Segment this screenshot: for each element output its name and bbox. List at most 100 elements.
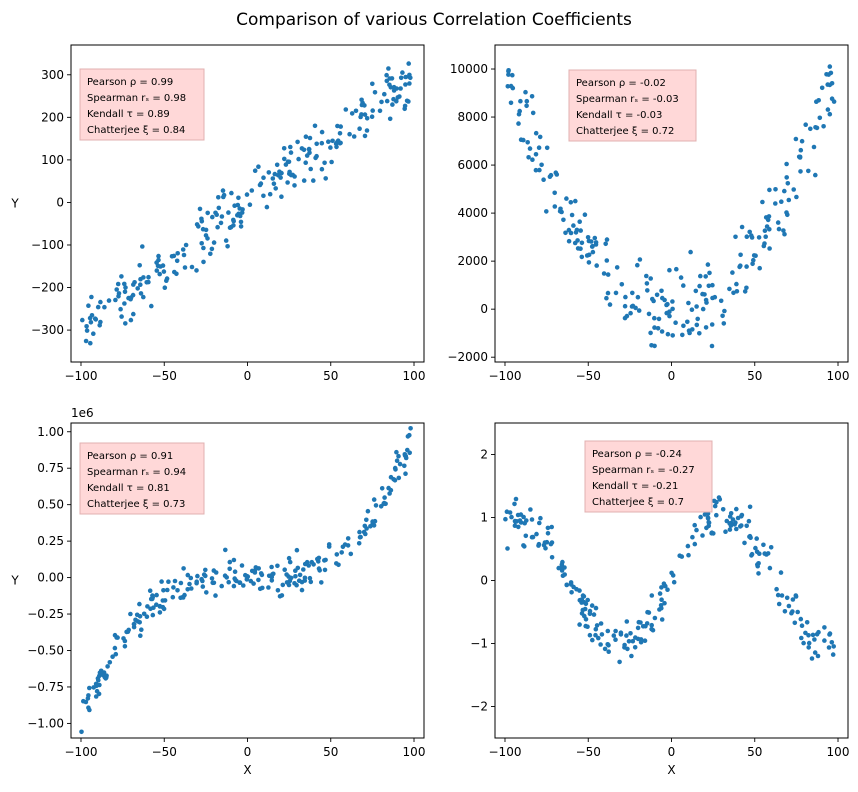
data-point [775, 220, 781, 225]
data-point [688, 249, 693, 255]
data-point [635, 625, 641, 631]
data-point [334, 552, 340, 557]
data-point [744, 523, 749, 529]
data-point [264, 204, 270, 210]
data-point [87, 685, 92, 691]
data-point [636, 619, 642, 625]
data-point [590, 249, 596, 255]
data-point [131, 282, 136, 287]
data-point [657, 591, 663, 596]
data-point [253, 565, 259, 570]
data-point [170, 594, 176, 600]
data-point [208, 251, 213, 257]
x-tick-label: 50 [747, 745, 762, 759]
data-point [384, 78, 390, 84]
data-point [709, 322, 715, 327]
data-point [724, 518, 730, 524]
data-point [311, 178, 316, 183]
data-point [394, 99, 399, 104]
data-point [329, 159, 334, 165]
data-point [220, 188, 226, 193]
data-point [285, 180, 290, 185]
data-point [175, 588, 180, 593]
x-tick-label: 50 [747, 369, 762, 383]
data-point [579, 254, 585, 260]
data-point [508, 100, 514, 106]
data-point [756, 571, 761, 576]
data-point [115, 281, 121, 287]
data-point [322, 567, 328, 573]
data-point [286, 159, 292, 165]
data-point [137, 263, 142, 268]
data-point [303, 134, 309, 139]
data-point [784, 595, 790, 601]
data-point [156, 253, 161, 259]
data-point [211, 580, 217, 586]
y-tick-label: 1.00 [37, 425, 64, 439]
data-point [81, 698, 86, 704]
data-point [189, 586, 194, 591]
data-point [307, 135, 313, 141]
y-tick-label: −0.25 [27, 607, 64, 621]
data-point [391, 477, 396, 482]
data-point [390, 102, 395, 107]
data-point [640, 624, 646, 629]
data-point [408, 75, 413, 81]
data-point [784, 175, 789, 180]
data-point [277, 594, 283, 599]
data-point [301, 147, 307, 153]
data-point [361, 529, 367, 535]
data-point [405, 447, 410, 453]
data-point [767, 246, 772, 251]
data-point [566, 238, 572, 244]
data-point [288, 144, 293, 150]
data-point [356, 541, 362, 546]
data-point [587, 632, 593, 638]
data-point [738, 252, 743, 258]
data-point [563, 230, 568, 236]
data-point [746, 518, 752, 524]
y-tick-label: −2 [470, 700, 488, 714]
data-point [402, 463, 407, 469]
data-point [403, 74, 409, 80]
data-point [679, 554, 685, 559]
data-point [604, 237, 610, 242]
data-point [342, 542, 348, 547]
data-point [199, 241, 204, 246]
data-point [364, 128, 370, 133]
data-point [172, 269, 177, 275]
data-point [791, 187, 796, 192]
correlation-line: Pearson ρ = -0.24 [592, 449, 682, 460]
data-point [730, 517, 736, 522]
data-point [180, 247, 186, 252]
data-point [335, 123, 340, 129]
data-point [347, 131, 352, 137]
data-point [119, 274, 124, 279]
data-point [744, 285, 749, 291]
data-point [231, 557, 237, 563]
data-point [756, 235, 762, 240]
data-point [277, 169, 282, 174]
data-point [762, 551, 767, 556]
data-point [141, 294, 146, 300]
data-point [306, 563, 312, 568]
data-point [694, 304, 699, 309]
data-point [798, 147, 804, 153]
data-point [633, 305, 638, 311]
data-point [712, 503, 718, 509]
data-point [594, 263, 599, 268]
data-point [144, 280, 149, 285]
data-point [790, 609, 795, 614]
data-point [806, 633, 811, 638]
data-point [799, 635, 804, 641]
data-point [811, 144, 817, 150]
data-point [84, 328, 90, 333]
scatter-points [79, 426, 413, 735]
data-point [803, 122, 808, 127]
data-point [199, 216, 204, 222]
data-point [140, 244, 145, 249]
data-point [782, 188, 787, 194]
data-point [593, 632, 598, 638]
correlation-line: Spearman rₛ = -0.03 [576, 94, 679, 105]
data-point [525, 140, 530, 145]
